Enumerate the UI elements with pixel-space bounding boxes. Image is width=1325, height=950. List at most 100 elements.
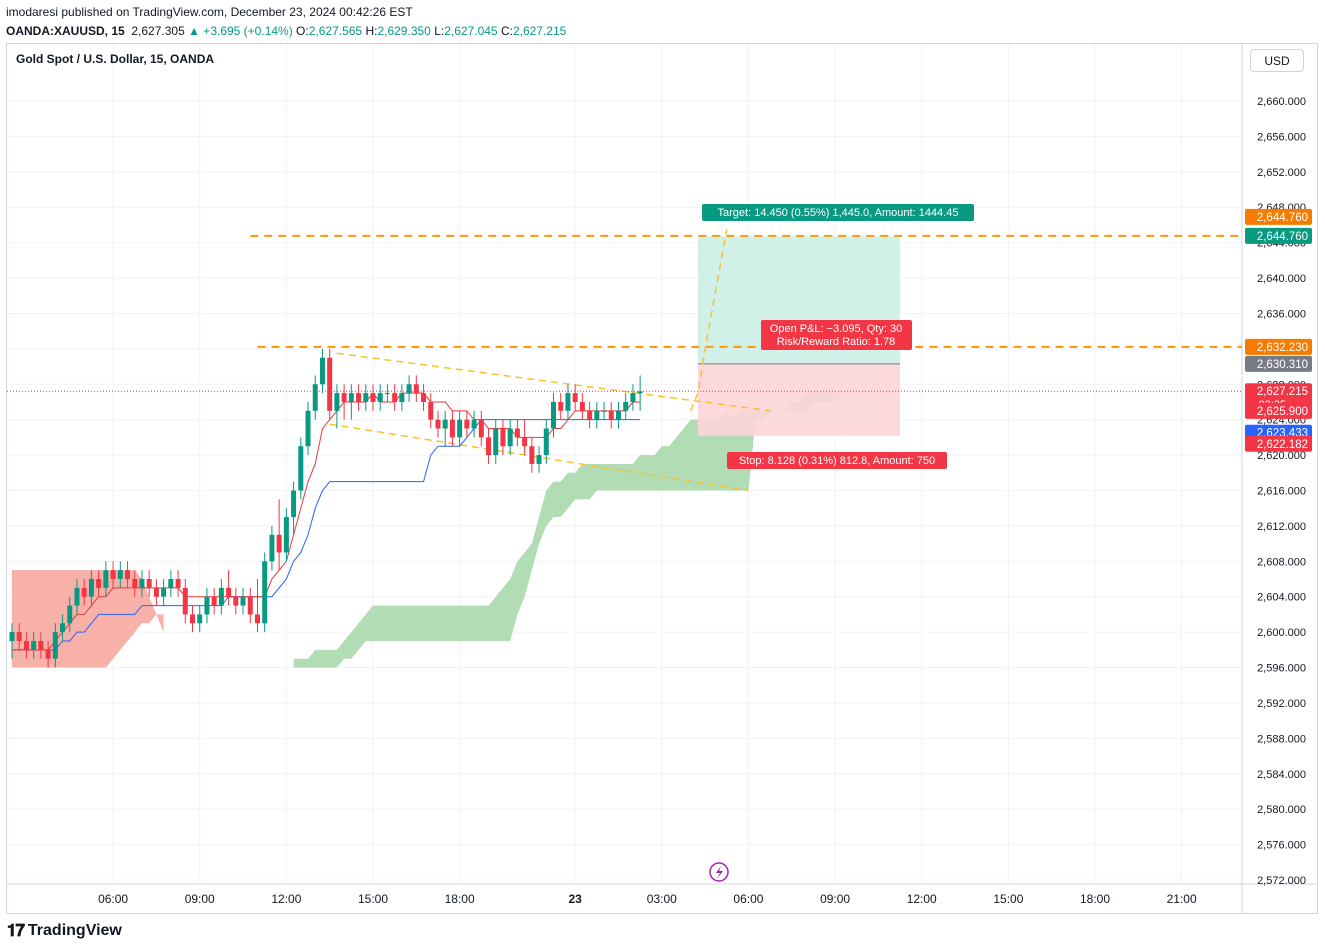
- candle[interactable]: [392, 393, 398, 402]
- candle[interactable]: [254, 614, 260, 624]
- candle[interactable]: [514, 428, 520, 438]
- candle[interactable]: [334, 393, 340, 411]
- candle[interactable]: [16, 632, 22, 641]
- candle[interactable]: [413, 384, 419, 394]
- candle[interactable]: [88, 579, 94, 597]
- candle[interactable]: [363, 393, 369, 402]
- candle[interactable]: [139, 579, 145, 588]
- candle[interactable]: [406, 384, 412, 394]
- candle[interactable]: [38, 640, 44, 650]
- candle[interactable]: [579, 401, 585, 411]
- candle[interactable]: [370, 393, 376, 402]
- candle[interactable]: [551, 401, 556, 429]
- candle[interactable]: [558, 401, 564, 411]
- candle[interactable]: [153, 587, 159, 597]
- candle[interactable]: [507, 428, 513, 447]
- candle[interactable]: [348, 393, 354, 402]
- candle[interactable]: [45, 649, 51, 659]
- candle[interactable]: [9, 632, 15, 641]
- time-tick-label: 03:00: [647, 892, 677, 906]
- candle[interactable]: [493, 428, 499, 456]
- candle[interactable]: [182, 587, 188, 615]
- candle[interactable]: [421, 393, 427, 402]
- stop-zone[interactable]: [697, 363, 901, 436]
- candle[interactable]: [269, 534, 275, 562]
- candle[interactable]: [457, 419, 463, 438]
- price-tick-label: 2,660.000: [1257, 96, 1306, 108]
- candle[interactable]: [276, 534, 282, 553]
- candle[interactable]: [31, 640, 37, 650]
- candle[interactable]: [428, 401, 434, 420]
- candle[interactable]: [608, 410, 614, 420]
- price-tick-label: 2,604.000: [1257, 592, 1306, 604]
- footer-brand[interactable]: 𝟏𝟕 TradingView: [7, 920, 122, 942]
- candle[interactable]: [96, 579, 102, 588]
- candle[interactable]: [298, 446, 304, 491]
- candle[interactable]: [168, 579, 174, 588]
- candle[interactable]: [117, 570, 123, 580]
- candle[interactable]: [67, 605, 73, 624]
- candle[interactable]: [442, 419, 448, 429]
- candle[interactable]: [211, 596, 217, 606]
- candle[interactable]: [125, 570, 131, 580]
- candle[interactable]: [399, 393, 405, 402]
- candle[interactable]: [262, 561, 268, 624]
- candle[interactable]: [464, 419, 470, 429]
- candle[interactable]: [312, 384, 318, 411]
- candle[interactable]: [132, 579, 138, 588]
- candle[interactable]: [623, 401, 629, 411]
- candle[interactable]: [283, 517, 289, 553]
- candle[interactable]: [341, 393, 347, 402]
- candle[interactable]: [500, 428, 506, 447]
- candle[interactable]: [146, 579, 152, 588]
- open-value: 2,627.565: [308, 24, 363, 38]
- candle[interactable]: [190, 614, 195, 624]
- candle[interactable]: [630, 393, 636, 402]
- candle[interactable]: [23, 640, 29, 650]
- candle[interactable]: [486, 437, 492, 456]
- candle[interactable]: [377, 393, 383, 402]
- candle[interactable]: [384, 393, 390, 395]
- candle[interactable]: [522, 437, 528, 447]
- candle[interactable]: [536, 455, 542, 464]
- candle[interactable]: [449, 419, 455, 438]
- candle[interactable]: [601, 410, 607, 412]
- candle[interactable]: [529, 446, 535, 464]
- candle[interactable]: [74, 587, 80, 606]
- currency-button[interactable]: USD: [1250, 49, 1304, 72]
- candle[interactable]: [478, 419, 484, 438]
- candle[interactable]: [291, 490, 297, 518]
- candle[interactable]: [327, 357, 333, 411]
- candle[interactable]: [615, 410, 621, 420]
- candle[interactable]: [103, 570, 109, 588]
- candle[interactable]: [594, 410, 600, 420]
- candle[interactable]: [356, 393, 362, 402]
- candle[interactable]: [110, 570, 116, 580]
- candle[interactable]: [161, 587, 167, 597]
- candle[interactable]: [435, 419, 441, 429]
- candle[interactable]: [305, 410, 311, 447]
- candle[interactable]: [226, 587, 232, 597]
- candle[interactable]: [471, 419, 477, 429]
- wedge-upper-line[interactable]: [336, 352, 771, 412]
- candle[interactable]: [637, 391, 643, 394]
- candle[interactable]: [60, 623, 66, 633]
- candle[interactable]: [175, 579, 181, 588]
- candle[interactable]: [565, 393, 571, 411]
- candle[interactable]: [197, 614, 203, 624]
- candle[interactable]: [218, 587, 224, 606]
- candle[interactable]: [543, 428, 549, 456]
- candle[interactable]: [587, 410, 593, 420]
- wedge-lower-line[interactable]: [329, 423, 749, 492]
- candle[interactable]: [204, 596, 210, 615]
- candle[interactable]: [247, 596, 253, 615]
- candle[interactable]: [52, 632, 58, 659]
- candle[interactable]: [319, 357, 325, 385]
- projection-line[interactable]: [689, 229, 728, 412]
- low-label: L:: [434, 24, 445, 38]
- candle[interactable]: [572, 393, 578, 402]
- candle[interactable]: [233, 596, 239, 606]
- candle[interactable]: [81, 587, 87, 597]
- candle[interactable]: [240, 596, 246, 606]
